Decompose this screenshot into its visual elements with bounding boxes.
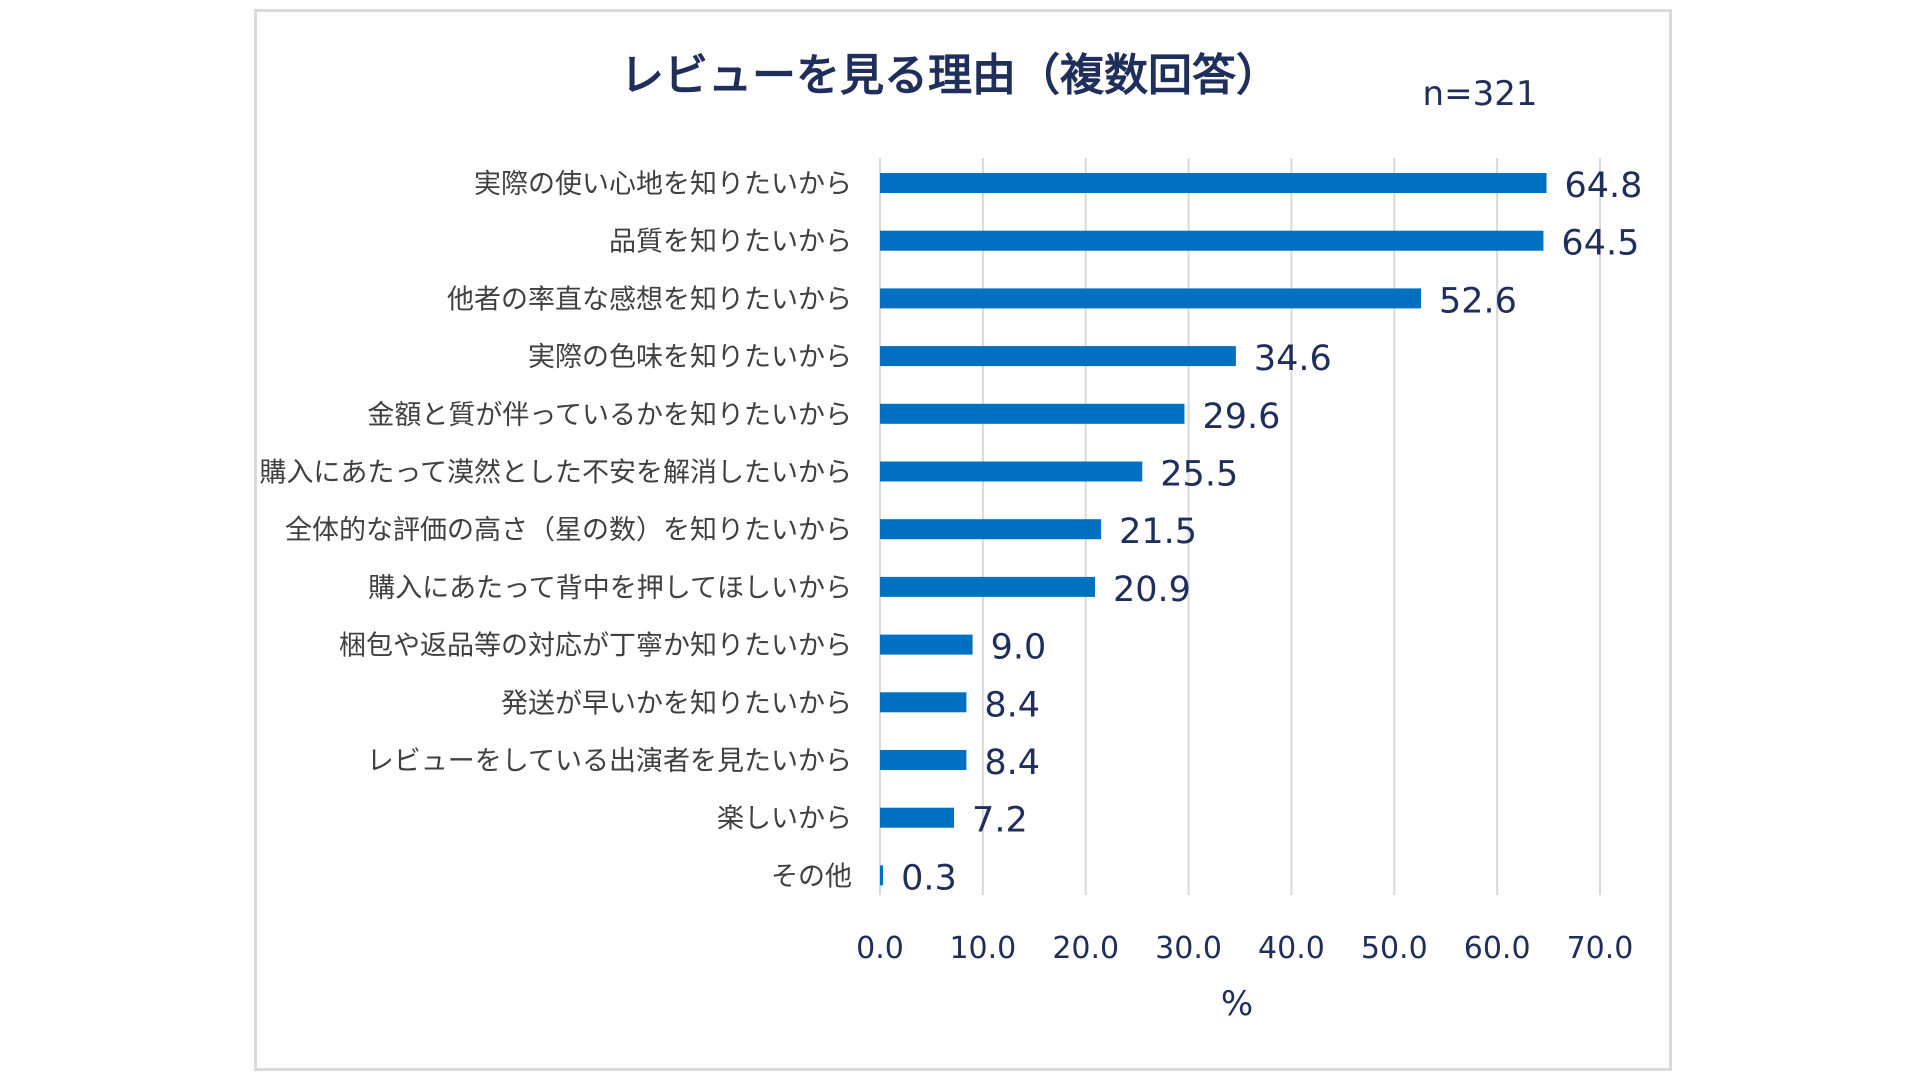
category-label: 金額と質が伴っているかを知りたいから <box>367 400 852 431</box>
category-label: 楽しいから <box>717 804 852 835</box>
data-label: 9.0 <box>991 628 1047 668</box>
data-label: 34.6 <box>1254 339 1332 379</box>
category-label: 実際の色味を知りたいから <box>528 342 852 373</box>
bar <box>880 519 1102 540</box>
x-tick-label: 40.0 <box>1258 931 1325 966</box>
bar <box>880 634 973 655</box>
data-label: 52.6 <box>1439 281 1517 321</box>
x-tick-label: 30.0 <box>1155 931 1222 966</box>
x-tick-label: 10.0 <box>949 931 1016 966</box>
category-label: 品質を知りたいから <box>609 227 852 258</box>
data-label: 25.5 <box>1160 455 1238 495</box>
bar <box>880 346 1236 367</box>
bar <box>880 750 967 770</box>
data-label: 29.6 <box>1202 397 1280 437</box>
bar <box>880 692 967 713</box>
category-labels: 実際の使い心地を知りたいから品質を知りたいから他者の率直な感想を知りたいから実際… <box>259 169 852 892</box>
sample-size-note: n=321 <box>1423 74 1538 114</box>
category-label: 全体的な評価の高さ（星の数）を知りたいから <box>285 515 852 546</box>
bar <box>880 576 1095 597</box>
category-label: 発送が早いかを知りたいから <box>501 688 852 719</box>
bar <box>880 173 1547 193</box>
value-labels: 64.8 64.5 52.6 34.6 29.6 25.5 21.5 20.9 9.0 8.4 8.… <box>901 166 1642 898</box>
x-tick-label: 20.0 <box>1052 931 1119 966</box>
data-label: 20.9 <box>1113 570 1191 610</box>
x-axis-ticks: 0.0 10.0 20.0 30.0 40.0 50.0 60.0 70.0 <box>856 931 1633 966</box>
gridlines <box>879 158 1601 895</box>
x-tick-label: 70.0 <box>1567 931 1634 966</box>
x-tick-label: 60.0 <box>1464 931 1531 966</box>
data-label: 64.5 <box>1561 224 1639 264</box>
data-label: 7.2 <box>972 801 1028 841</box>
data-label: 8.4 <box>984 685 1040 725</box>
data-label: 8.4 <box>984 743 1040 783</box>
data-label: 21.5 <box>1119 512 1197 552</box>
x-axis-title: % <box>1221 984 1253 1024</box>
bar <box>880 288 1422 309</box>
data-label: 64.8 <box>1565 166 1643 206</box>
category-label: 実際の使い心地を知りたいから <box>474 169 852 200</box>
bar <box>880 403 1185 424</box>
category-label: 購入にあたって背中を押してほしいから <box>368 573 852 604</box>
category-label: 購入にあたって漠然とした不安を解消したいから <box>259 458 852 489</box>
category-label: 梱包や返品等の対応が丁寧か知りたいから <box>339 631 852 662</box>
bar <box>880 461 1143 482</box>
category-label: レビューをしている出演者を見たいから <box>367 746 852 777</box>
bars <box>880 173 1547 886</box>
chart-title: レビューを見る理由（複数回答） <box>620 50 1280 101</box>
category-label: 他者の率直な感想を知りたいから <box>447 284 852 315</box>
category-label: その他 <box>771 861 852 892</box>
x-tick-label: 0.0 <box>856 931 904 966</box>
bar <box>880 807 955 828</box>
x-tick-label: 50.0 <box>1361 931 1428 966</box>
bar <box>880 230 1544 251</box>
data-label: 0.3 <box>901 858 957 898</box>
bar <box>880 865 884 886</box>
